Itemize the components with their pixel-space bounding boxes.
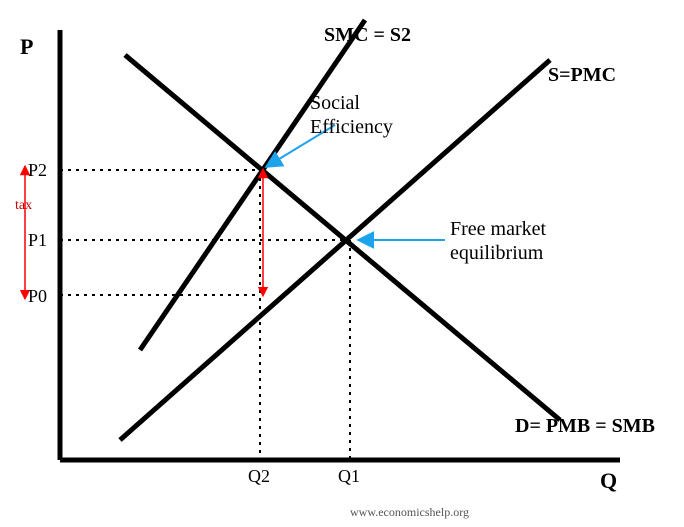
p2-label: P2 [28, 160, 47, 181]
source-footer: www.economicshelp.org [350, 505, 469, 520]
pmc-curve-label: S=PMC [548, 64, 616, 87]
social-efficiency-text1: Social [310, 92, 360, 115]
econ-externality-diagram: { "axes": { "color": "#000000", "width":… [0, 0, 684, 527]
smc-line [140, 20, 365, 350]
p0-label: P0 [28, 286, 47, 307]
q1-label: Q1 [338, 466, 360, 487]
demand-curve-label: D= PMB = SMB [515, 415, 655, 438]
free-market-text2: equilibrium [450, 242, 543, 265]
tax-label: tax [15, 198, 32, 214]
free-market-text1: Free market [450, 218, 546, 241]
p1-label: P1 [28, 230, 47, 251]
social-efficiency-text2: Efficiency [310, 116, 393, 139]
q-axis-label: Q [600, 468, 617, 494]
smc-curve-label: SMC = S2 [324, 24, 411, 47]
q2-label: Q2 [248, 466, 270, 487]
p-axis-label: P [20, 34, 33, 60]
